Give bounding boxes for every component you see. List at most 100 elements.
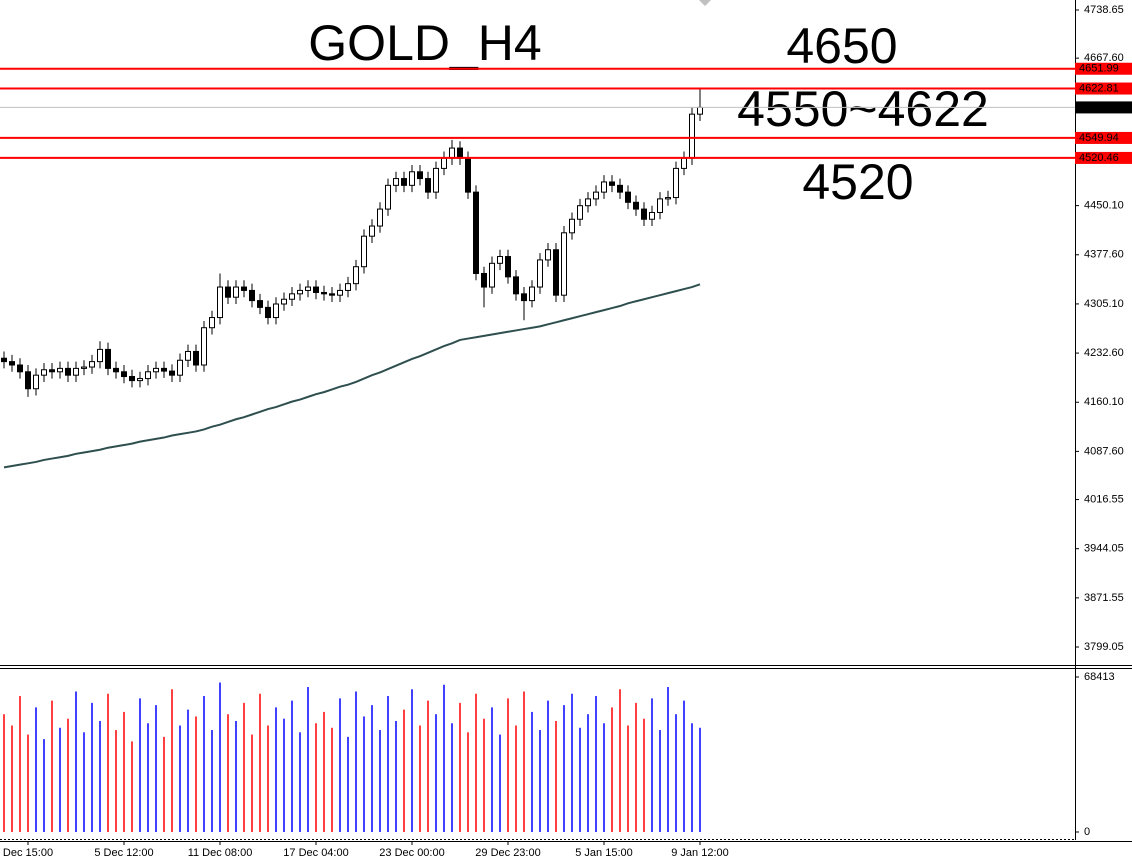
- candle-body: [57, 367, 63, 373]
- y-tick-label: 4160.10: [1084, 396, 1124, 408]
- y-tick-label: 3944.05: [1084, 543, 1124, 555]
- candle-body: [297, 289, 303, 295]
- candle-body: [457, 147, 463, 159]
- candle-body: [449, 147, 455, 159]
- candle-body: [273, 303, 279, 319]
- annotation: GOLD_H4: [308, 15, 541, 71]
- candle-body: [441, 157, 447, 169]
- y-tick-label: 4016.55: [1084, 493, 1124, 505]
- candle-body: [337, 289, 343, 296]
- candle-body: [361, 235, 367, 268]
- candle-body: [593, 191, 599, 200]
- candle-body: [697, 106, 703, 115]
- candle-body: [665, 197, 671, 200]
- candle-body: [633, 201, 639, 210]
- candle-body: [321, 291, 327, 295]
- candle-body: [481, 272, 487, 288]
- candle-body: [153, 367, 159, 373]
- level-label: 4651.99: [1079, 63, 1119, 75]
- level-label: 4520.46: [1079, 152, 1119, 164]
- y-tick-label: 68413: [1084, 671, 1115, 683]
- candle-body: [225, 286, 231, 298]
- candle-body: [473, 191, 479, 274]
- annotation: 4650: [786, 18, 897, 74]
- candle-body: [217, 286, 223, 319]
- candle-body: [121, 371, 127, 378]
- candle-body: [401, 178, 407, 186]
- candle-body: [409, 171, 415, 186]
- candle-body: [393, 178, 399, 186]
- candle-body: [417, 171, 423, 180]
- y-tick-label: 4305.10: [1084, 298, 1124, 310]
- candle-body: [129, 376, 135, 382]
- candle-body: [601, 181, 607, 193]
- candle-body: [377, 208, 383, 227]
- candle-body: [265, 306, 271, 319]
- candle-body: [513, 276, 519, 295]
- x-tick-label: 29 Dec 23:00: [475, 847, 540, 859]
- y-tick-label: 0: [1084, 826, 1090, 838]
- candle-body: [89, 361, 95, 368]
- x-tick-label: Dec 15:00: [3, 847, 53, 859]
- candle-body: [545, 249, 551, 261]
- candle-body: [585, 198, 591, 207]
- candle-body: [17, 364, 23, 373]
- candle-body: [209, 317, 215, 329]
- candle-body: [641, 208, 647, 220]
- candle-body: [529, 286, 535, 302]
- annotation: 4520: [802, 154, 913, 210]
- x-tick-label: 9 Jan 12:00: [671, 847, 729, 859]
- candle-body: [113, 367, 119, 373]
- candle-body: [649, 211, 655, 220]
- candle-body: [289, 293, 295, 300]
- candle-body: [489, 262, 495, 288]
- y-tick-label: 3799.05: [1084, 641, 1124, 653]
- candle-body: [105, 348, 111, 369]
- candle-body: [25, 371, 31, 390]
- level-label-box: [1075, 131, 1132, 144]
- candle-body: [73, 367, 79, 376]
- candle-body: [257, 300, 263, 308]
- candle-body: [369, 225, 375, 237]
- candle-body: [65, 367, 71, 376]
- candle-body: [145, 371, 151, 380]
- candle-body: [177, 359, 183, 376]
- candle-body: [281, 298, 287, 305]
- y-tick-label: 4232.60: [1084, 347, 1124, 359]
- moving-average: [3, 283, 701, 469]
- candle-body: [681, 157, 687, 169]
- level-label-box: [1075, 151, 1132, 164]
- candle-body: [465, 157, 471, 193]
- candle-body: [169, 370, 175, 376]
- candle-body: [233, 286, 239, 298]
- y-tick-label: 4738.65: [1084, 4, 1124, 16]
- level-label-box: [1075, 62, 1132, 75]
- x-tick-label: 5 Dec 12:00: [94, 847, 153, 859]
- y-tick-label: 4087.60: [1084, 445, 1124, 457]
- candle-body: [577, 205, 583, 220]
- candle-body: [689, 113, 695, 159]
- candle-body: [505, 256, 511, 278]
- candle-body: [9, 361, 15, 366]
- level-label: 4622.81: [1079, 82, 1119, 94]
- candle-body: [97, 348, 103, 363]
- candle-body: [241, 286, 247, 291]
- candle-body: [673, 167, 679, 199]
- x-tick-label: 23 Dec 00:00: [379, 847, 444, 859]
- candle-body: [553, 249, 559, 296]
- y-tick-label: 4450.10: [1084, 200, 1124, 212]
- candle-body: [41, 369, 47, 376]
- candle-body: [625, 191, 631, 203]
- candle-body: [49, 369, 55, 373]
- last-price-label: 4594.96: [1079, 101, 1119, 113]
- y-tick-label: 4667.60: [1084, 52, 1124, 64]
- candle-body: [657, 198, 663, 213]
- candle-body: [305, 286, 311, 291]
- y-tick-label: 3871.55: [1084, 592, 1124, 604]
- candle-body: [201, 327, 207, 366]
- candle-body: [425, 178, 431, 193]
- candle-body: [609, 181, 615, 186]
- plot: [1, 89, 703, 469]
- candle-body: [193, 350, 199, 366]
